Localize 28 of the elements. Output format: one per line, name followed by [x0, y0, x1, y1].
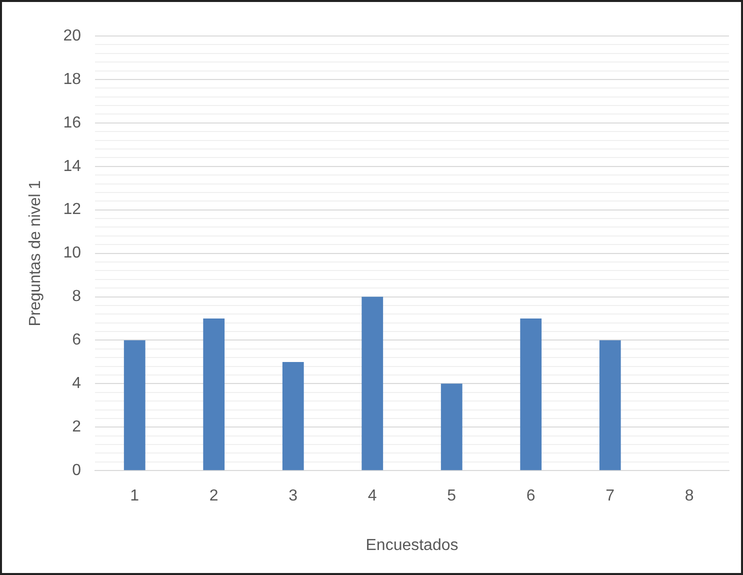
bar	[203, 318, 225, 470]
x-tick-label: 7	[606, 488, 615, 505]
bar	[362, 296, 384, 470]
x-tick-label: 6	[526, 488, 536, 505]
bar	[282, 362, 304, 470]
bar	[599, 340, 621, 470]
y-tick-label: 6	[72, 332, 82, 349]
x-axis-title: Encuestados	[366, 536, 458, 554]
bar	[440, 384, 462, 470]
y-tick-label: 12	[63, 201, 82, 218]
x-tick-label: 5	[447, 488, 456, 505]
x-tick-label: 4	[368, 488, 377, 505]
y-tick-label: 8	[72, 288, 82, 306]
x-tick-label: 8	[684, 488, 694, 505]
y-tick-label: 4	[72, 375, 82, 392]
y-tick-label: 2	[72, 418, 82, 436]
y-tick-label: 10	[63, 244, 82, 262]
x-tick-label: 1	[130, 488, 140, 505]
y-tick-label: 20	[63, 27, 82, 44]
y-tick-label: 18	[63, 70, 82, 88]
y-tick-label: 0	[72, 462, 82, 480]
x-tick-label: 3	[288, 488, 298, 505]
y-tick-label: 14	[63, 158, 82, 175]
bar	[124, 340, 146, 470]
x-tick-label: 2	[209, 488, 218, 505]
y-axis-title: Preguntas de nivel 1	[27, 180, 44, 326]
y-tick-label: 16	[63, 114, 82, 132]
bar	[520, 318, 542, 470]
